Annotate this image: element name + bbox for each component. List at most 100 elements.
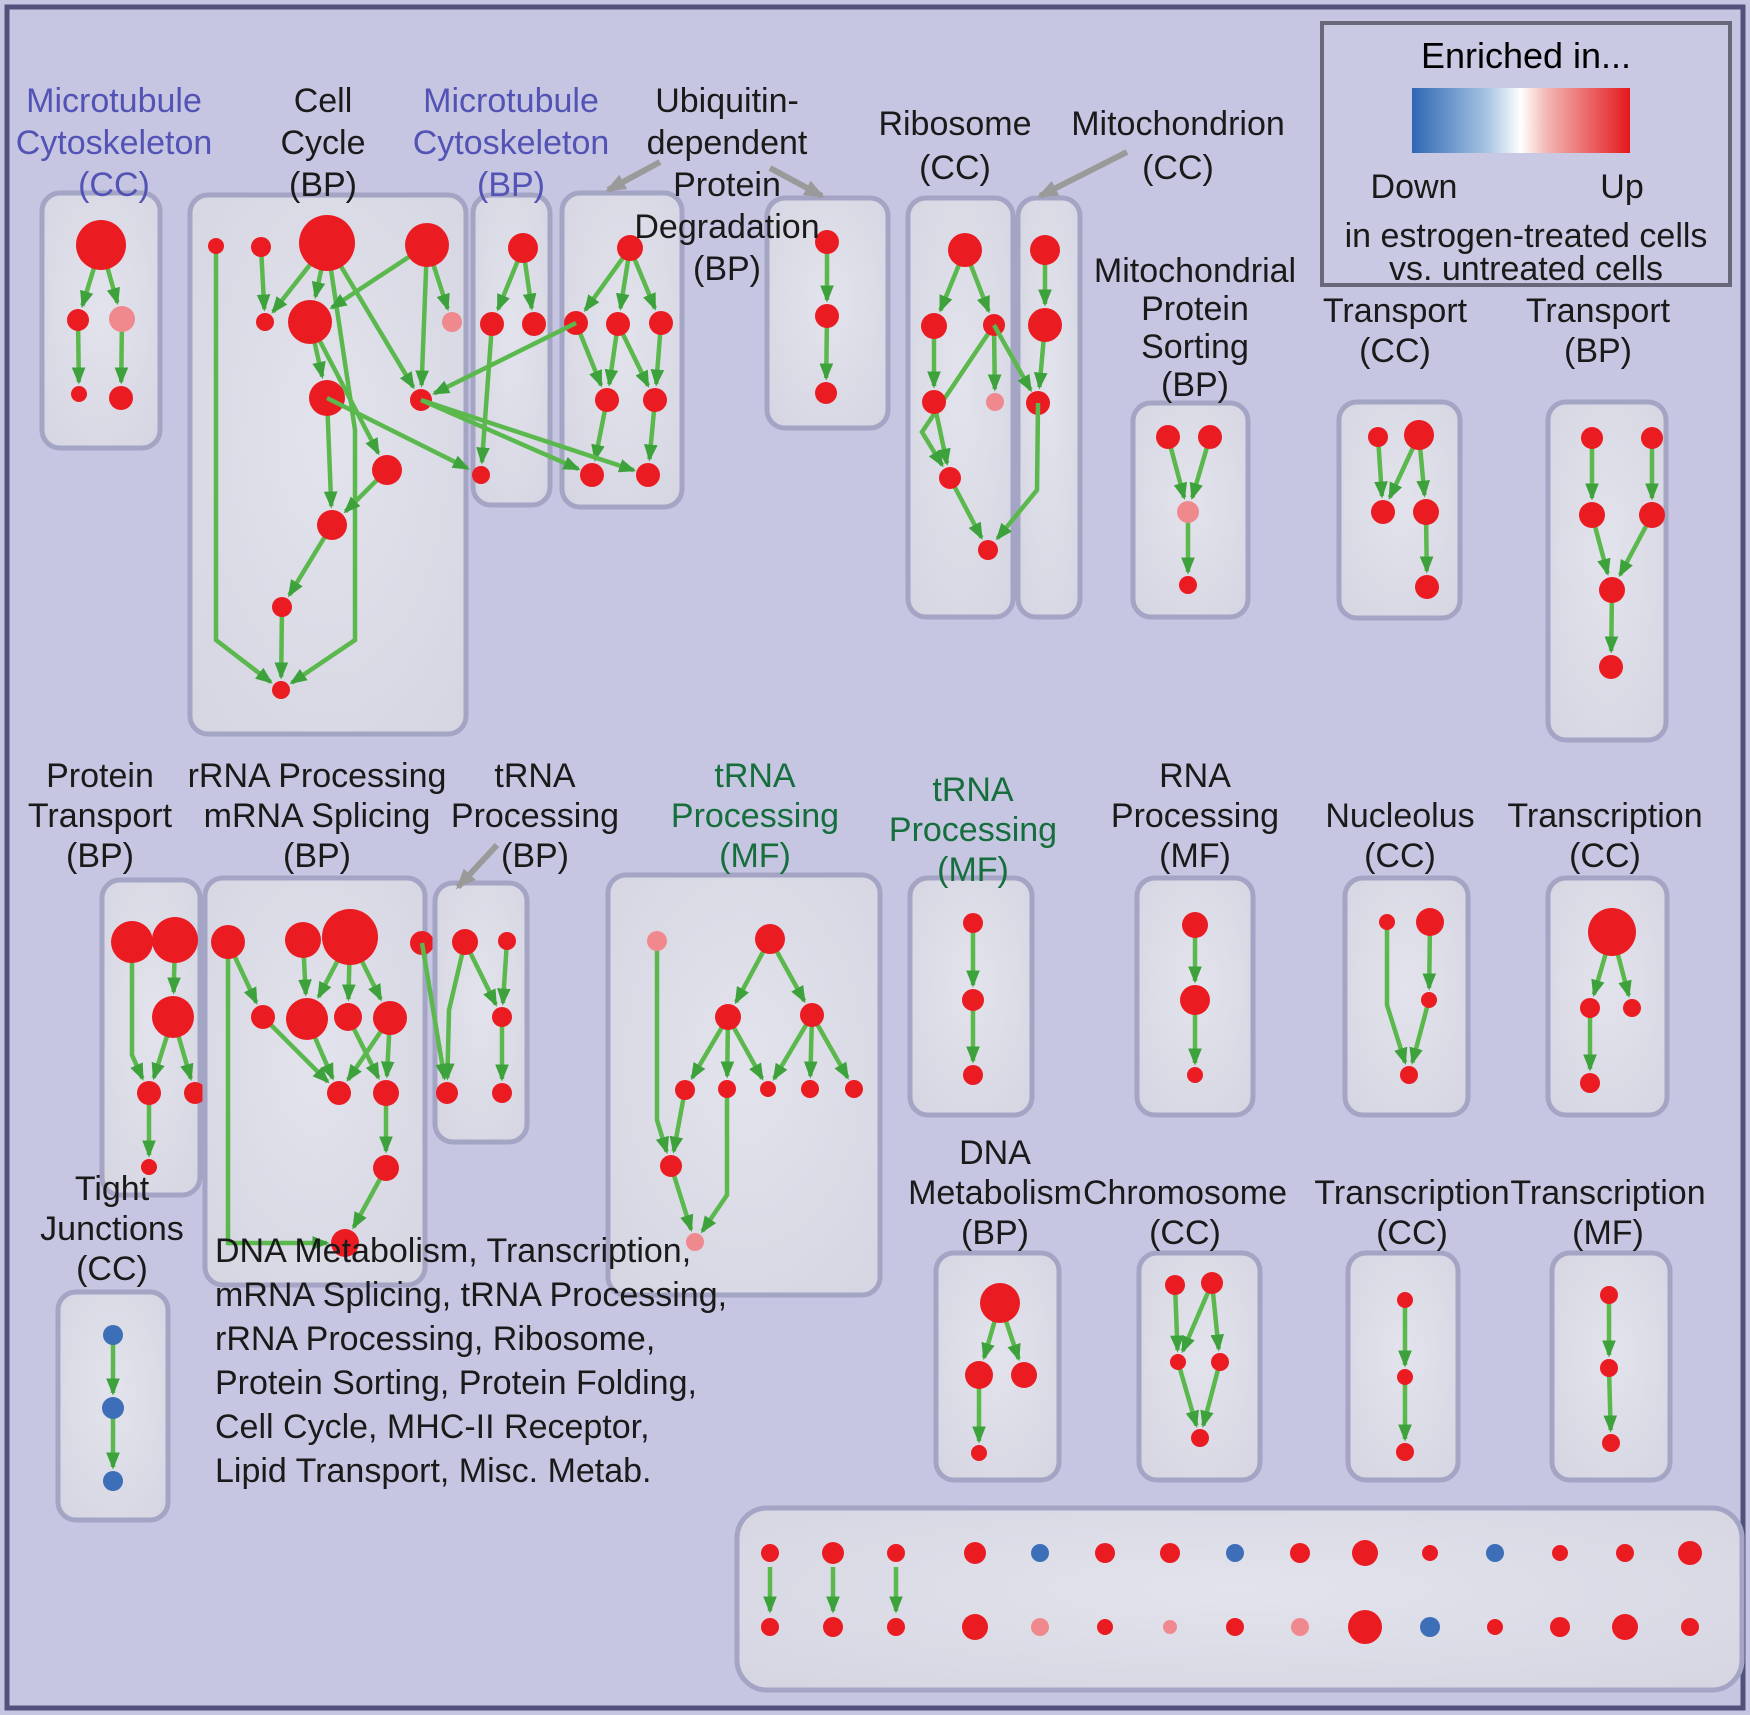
rrna-gene-node-1: [285, 922, 321, 958]
chromosome-gene-node-2: [1170, 1354, 1186, 1370]
trna-mf-1-gene-node-7: [801, 1080, 819, 1098]
mito-sorting-gene-node-1: [1198, 425, 1222, 449]
category-text-line: Lipid Transport, Misc. Metab.: [215, 1452, 652, 1490]
rna-processing-mf-label-line: Processing: [1111, 797, 1279, 835]
strip-top-node-14: [1678, 1541, 1702, 1565]
nucleolus-gene-node-1: [1416, 908, 1444, 936]
trna-mf-1-gene-node-9: [660, 1155, 682, 1177]
strip-top-node-7: [1226, 1544, 1244, 1562]
rrna-gene-node-8: [327, 1081, 351, 1105]
microtubule-bp-label-line: Microtubule: [423, 82, 599, 120]
dna-metabolism-gene-node-1: [965, 1361, 993, 1389]
ubiquitin-to-box2-icon: [768, 165, 825, 199]
category-text-line: mRNA Splicing, tRNA Processing,: [215, 1276, 727, 1314]
strip-top-node-5: [1095, 1543, 1115, 1563]
legend-subtitle-line1: in estrogen-treated cells: [1345, 217, 1708, 255]
microtubule-bp-gene-node-3: [472, 466, 490, 484]
trna-mf-1-gene-node-5: [718, 1080, 736, 1098]
cross-edge-arrow: [995, 402, 1041, 541]
transcription-cc-a-gene-node-3: [1580, 1073, 1600, 1093]
group-microtubule-cc: [39, 190, 163, 451]
strip-bottom-node-2: [887, 1618, 905, 1636]
rna-processing-mf-label-line: RNA: [1159, 757, 1231, 795]
group-rrna: [202, 875, 434, 1288]
mito-sorting-label-line: Mitochondrial: [1094, 252, 1296, 290]
transcription-mf-gene-node-0: [1600, 1286, 1618, 1304]
transcription-cc-b-label: Transcription(CC): [1314, 1174, 1509, 1252]
nuclear-transport-label-line: Transport: [1323, 292, 1468, 330]
mito-sorting-label-line: Protein: [1141, 290, 1249, 328]
ubiquitin-1-gene-node-5: [643, 388, 667, 412]
ribosome-label: Ribosome (CC): [878, 105, 1031, 187]
ribosome-gene-node-3: [922, 390, 946, 414]
protein-transport-gene-node-1: [152, 917, 198, 963]
transcription-cc-a-gene-node-0: [1588, 908, 1636, 956]
trna-mf-1-gene-node-8: [845, 1080, 863, 1098]
dna-metabolism-gene-node-2: [1011, 1362, 1037, 1388]
strip-top-node-4: [1031, 1544, 1049, 1562]
tight-junctions-gene-node-2: [103, 1471, 123, 1491]
group-transcription-mf: [1549, 1250, 1673, 1483]
ubiquitin-to-box1-icon: [605, 159, 662, 193]
rrna-gene-node-7: [373, 1001, 407, 1035]
trna-mf-2-gene-node-0: [963, 913, 983, 933]
transcription-cc-a-label-line: Transcription: [1507, 797, 1702, 835]
rna-transport-label-line: (BP): [1564, 332, 1632, 370]
mito-sorting-label-line: Sorting: [1141, 328, 1249, 366]
group-chromosome: [1136, 1250, 1263, 1483]
trna-mf-1-gene-node-2: [715, 1004, 741, 1030]
microtubule-bp-gene-node-1: [480, 312, 504, 336]
strip-top-node-3: [964, 1542, 986, 1564]
group-misc-strip: [734, 1505, 1745, 1693]
rrna-label-line: rRNA Processing: [188, 757, 447, 795]
transcription-mf-gene-node-1: [1600, 1359, 1618, 1377]
rrna-gene-node-4: [251, 1005, 275, 1029]
cell-cycle-gene-node-1: [251, 237, 271, 257]
group-ribosome: [905, 195, 1016, 620]
mito-sorting-gene-node-2: [1177, 501, 1199, 523]
microtubule-bp-gene-node-0: [508, 233, 538, 263]
nucleolus-label-line: Nucleolus: [1325, 797, 1474, 835]
microtubule-cc-gene-node-3: [71, 386, 87, 402]
rna-transport-gene-node-2: [1579, 502, 1605, 528]
microtubule-bp-label: Microtubule Cytoskeleton (BP): [413, 82, 610, 204]
strip-bottom-node-11: [1487, 1619, 1503, 1635]
protein-transport-gene-node-4: [184, 1082, 206, 1104]
edge-arrow: [919, 323, 996, 468]
strip-bottom-node-12: [1550, 1617, 1570, 1637]
protein-transport-gene-node-0: [111, 921, 153, 963]
rrna-gene-node-10: [373, 1155, 399, 1181]
edge-arrow: [1170, 1284, 1184, 1353]
rrna-gene-node-0: [211, 925, 245, 959]
strip-bottom-node-0: [761, 1618, 779, 1636]
ubiquitin-label-label-line: Ubiquitin-: [655, 82, 799, 120]
tight-junctions-gene-node-0: [103, 1325, 123, 1345]
mitochondrion-label: Mitochondrion (CC): [1071, 105, 1285, 187]
nucleolus-label-line: (CC): [1364, 837, 1436, 875]
trna-mf-1-label-line: (MF): [719, 837, 791, 875]
edge-arrow: [261, 1015, 330, 1084]
trna-mf-1-gene-node-1: [755, 924, 785, 954]
cross-edge-arrow: [419, 942, 449, 1081]
ubiquitin-1-gene-node-6: [580, 463, 604, 487]
transcription-cc-a-box: [1545, 875, 1670, 1118]
rrna-gene-node-11: [331, 1229, 359, 1257]
trna-bp-label-line: Processing: [451, 797, 619, 835]
tight-junctions-gene-node-1: [102, 1397, 124, 1419]
rna-transport-label-line: Transport: [1526, 292, 1671, 330]
edge-arrow: [274, 606, 289, 680]
chromosome-label-line: (CC): [1149, 1214, 1221, 1252]
group-nucleolus: [1342, 875, 1471, 1118]
cell-cycle-gene-node-9: [372, 455, 402, 485]
transcription-cc-b-label-line: Transcription: [1314, 1174, 1509, 1212]
strip-top-node-10: [1422, 1545, 1438, 1561]
ubiquitin-label-label-line: Degradation: [634, 208, 819, 246]
strip-bottom-node-5: [1097, 1619, 1113, 1635]
cell-cycle-gene-node-11: [272, 597, 292, 617]
group-rna-transport: [1545, 399, 1669, 743]
edge-arrow: [213, 246, 273, 684]
dna-metabolism-box: [933, 1250, 1062, 1483]
mitochondrion-label-line: (CC): [1142, 149, 1214, 187]
